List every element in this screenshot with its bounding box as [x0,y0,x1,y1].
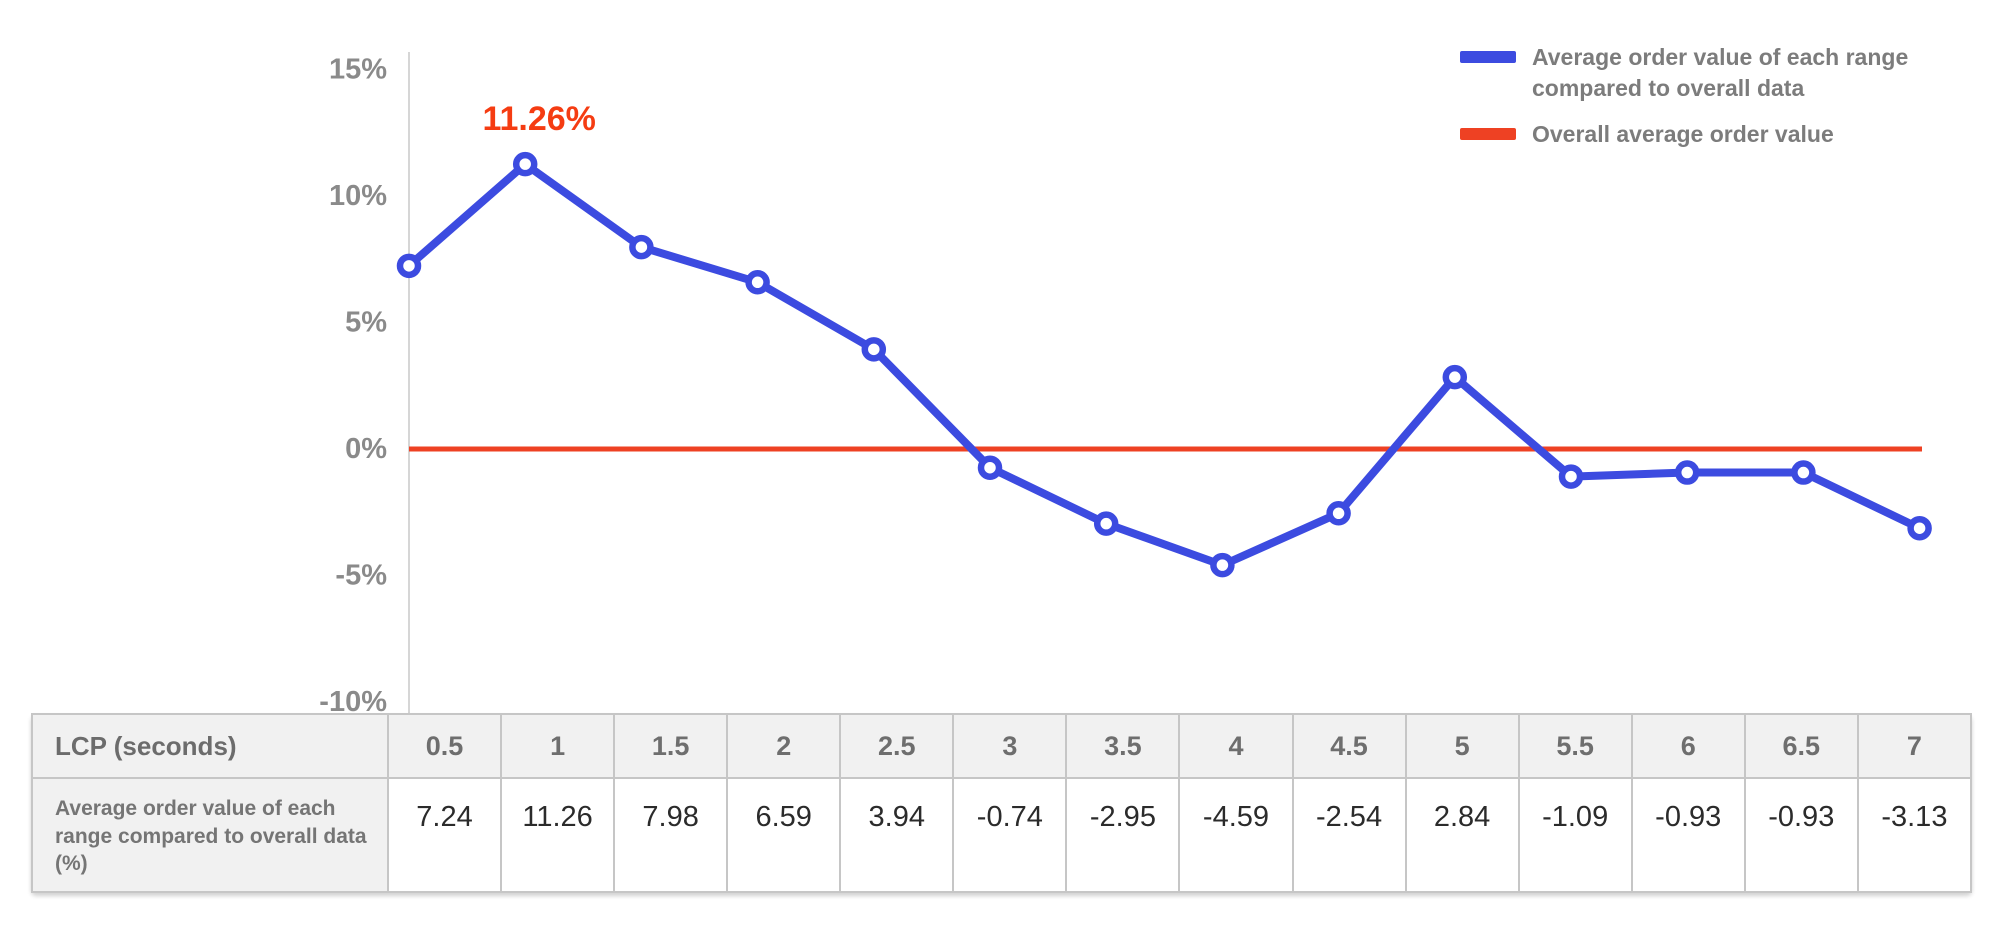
data-point-marker [1674,460,1700,485]
lcp-column-header: 3 [952,713,1068,779]
data-table-container: LCP (seconds) 0.5 1 1.5 2 2.5 3 3.5 4 4.5 5 5.5 6 6.… [31,713,1973,893]
legend-label-baseline: Overall average order value [1532,121,1834,148]
y-tick-label: -10% [319,686,387,718]
lcp-column-header: 3.5 [1065,713,1181,779]
blue-line-swatch-icon [1460,51,1516,63]
data-point-marker [1907,515,1932,541]
lcp-column-header: 4 [1178,713,1294,779]
value-cell: -0.93 [1630,777,1746,893]
lcp-column-header: 1 [500,713,616,779]
y-tick-label: 15% [329,54,387,86]
data-point-marker [1791,460,1816,485]
value-cell: 3.94 [839,777,955,893]
data-point-marker [512,151,538,177]
lcp-column-header: 2.5 [839,713,955,779]
y-tick-label: -5% [335,560,387,592]
value-cell: 11.26 [500,777,616,893]
value-cell: -2.54 [1291,777,1407,893]
value-cell: -0.93 [1743,777,1859,893]
data-point-marker [1558,464,1584,489]
lcp-column-header: 2 [726,713,842,779]
value-cell: 2.84 [1404,777,1520,893]
y-tick-label: 0% [345,433,387,465]
value-cell: 7.98 [613,777,729,893]
data-point-marker [1326,501,1351,526]
value-cell: -3.13 [1856,777,1973,893]
data-point-marker [861,337,887,362]
lcp-column-header: 5.5 [1517,713,1633,779]
data-point-marker [977,455,1003,480]
chart-legend: Average order value of each range compar… [1460,42,1940,166]
metric-row-header: Average order value of each range compar… [31,777,389,893]
table-header-row: LCP (seconds) 0.5 1 1.5 2 2.5 3 3.5 4 4.5 5 5.5 6 6.… [31,713,1973,779]
value-cell: -1.09 [1517,777,1633,893]
red-line-swatch-icon [1460,128,1516,141]
value-cell: 7.24 [386,777,503,893]
data-point-marker [1210,552,1235,578]
data-point-marker [396,253,422,279]
value-cell: 6.59 [726,777,842,893]
lcp-column-header: 6.5 [1743,713,1859,779]
data-point-marker [1442,364,1468,390]
value-cell: -2.95 [1065,777,1181,893]
lcp-column-header: 0.5 [386,713,503,779]
data-point-marker [629,234,654,260]
lcp-seconds-header: LCP (seconds) [31,713,389,779]
table-value-row: Average order value of each range compar… [31,777,1973,893]
peak-value-annotation: 11.26% [482,100,595,138]
y-tick-label: 10% [329,180,387,212]
lcp-column-header: 4.5 [1291,713,1407,779]
lcp-column-header: 5 [1404,713,1520,779]
lcp-column-header: 7 [1856,713,1973,779]
data-table: LCP (seconds) 0.5 1 1.5 2 2.5 3 3.5 4 4.5 5 5.5 6 6.… [31,713,1973,893]
legend-label-series: Average order value of each range compar… [1532,44,1909,101]
value-cell: -0.74 [952,777,1068,893]
data-point-marker [1093,511,1119,536]
legend-item-baseline: Overall average order value [1460,119,1940,150]
value-cell: -4.59 [1178,777,1294,893]
lcp-column-header: 1.5 [613,713,729,779]
series-line [405,160,1924,570]
lcp-column-header: 6 [1630,713,1746,779]
data-point-marker [745,270,770,295]
legend-item-series: Average order value of each range compar… [1460,42,1940,103]
y-tick-label: 5% [345,307,387,339]
